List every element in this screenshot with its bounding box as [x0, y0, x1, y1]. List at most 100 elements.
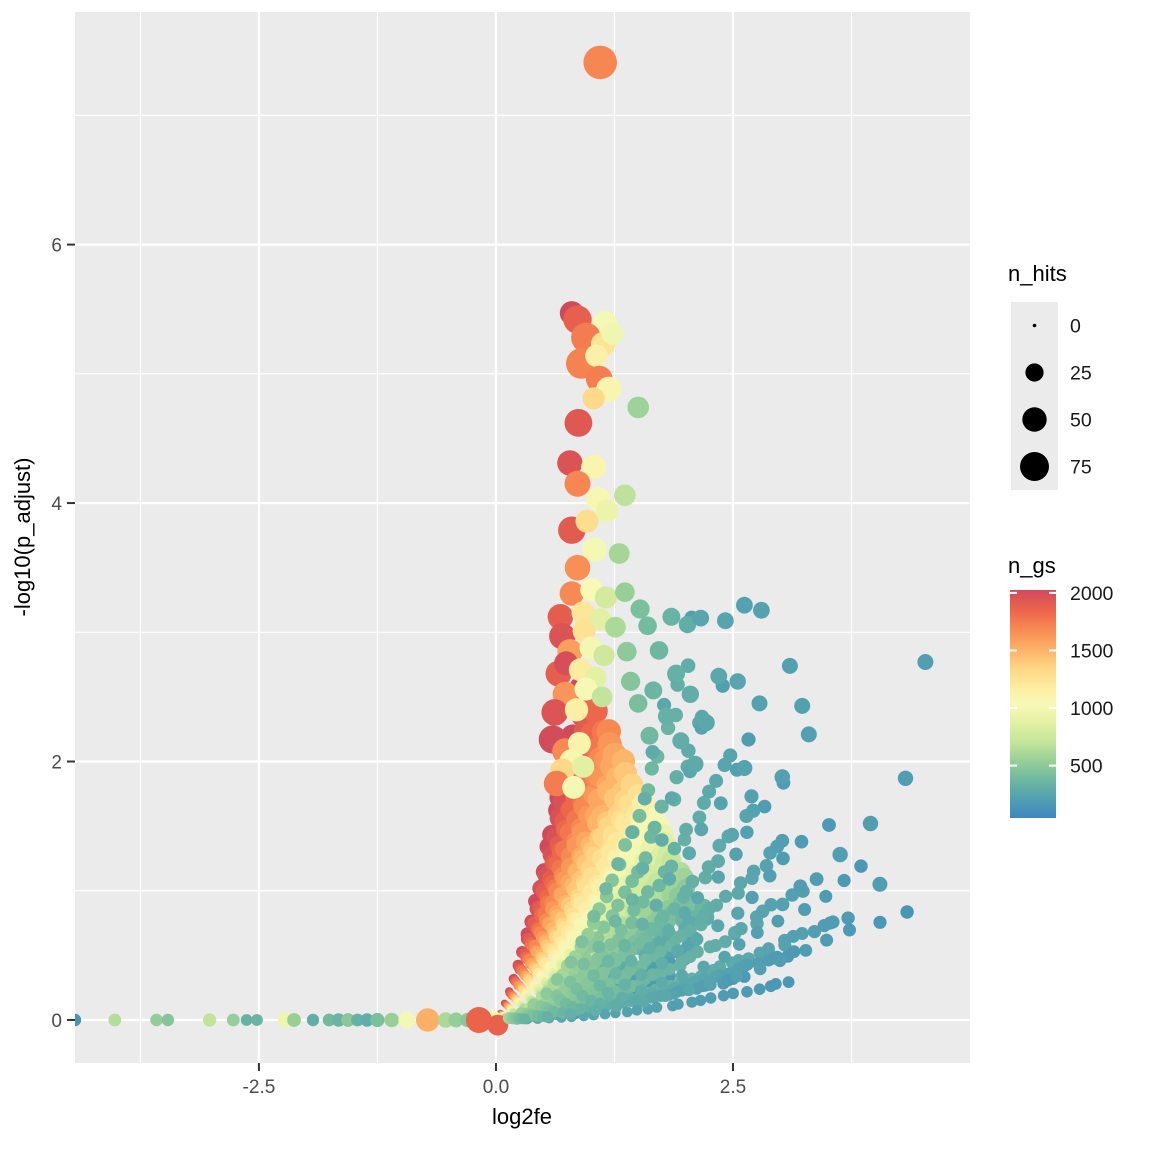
- data-point: [655, 957, 669, 970]
- data-point: [773, 954, 787, 968]
- data-point: [837, 873, 851, 888]
- data-point: [662, 872, 677, 886]
- data-point: [741, 986, 753, 998]
- data-point: [664, 859, 679, 874]
- data-point: [550, 973, 564, 986]
- data-point: [841, 911, 855, 925]
- color-legend-title: n_gs: [1008, 553, 1056, 578]
- data-point: [226, 1013, 240, 1027]
- data-point: [611, 857, 625, 871]
- data-point: [616, 991, 628, 1004]
- data-point: [683, 924, 697, 938]
- data-point: [794, 834, 809, 849]
- data-point: [625, 954, 638, 968]
- data-point: [593, 979, 607, 992]
- data-point: [662, 607, 681, 626]
- data-point: [671, 944, 684, 958]
- data-point: [798, 903, 812, 916]
- data-point: [659, 990, 672, 1002]
- data-point: [582, 387, 605, 410]
- y-tick-label: 0: [51, 1011, 62, 1032]
- data-point: [572, 755, 595, 778]
- data-point: [740, 958, 754, 971]
- data-point: [662, 924, 675, 938]
- data-point: [635, 917, 649, 931]
- data-point: [641, 885, 655, 899]
- data-point: [465, 1007, 492, 1033]
- data-point: [820, 933, 834, 947]
- data-point: [787, 945, 801, 959]
- data-point: [621, 1006, 633, 1018]
- data-point: [608, 543, 630, 564]
- data-point: [655, 833, 669, 847]
- data-point: [745, 890, 759, 905]
- data-point: [819, 889, 833, 903]
- data-point: [713, 796, 728, 811]
- data-point: [322, 1013, 336, 1027]
- data-point: [809, 872, 824, 886]
- color-legend-label: 500: [1070, 756, 1103, 778]
- data-point: [709, 773, 724, 788]
- plot-panel: [75, 12, 970, 1063]
- data-point: [625, 893, 640, 907]
- data-point: [637, 996, 650, 1008]
- data-point: [644, 761, 659, 776]
- data-point: [635, 861, 650, 875]
- data-point: [656, 909, 670, 923]
- panel-background: [75, 12, 970, 1063]
- data-point: [873, 915, 887, 929]
- data-point: [826, 915, 840, 929]
- data-point: [398, 1011, 416, 1029]
- data-point: [757, 799, 772, 814]
- data-point: [900, 905, 914, 919]
- data-point: [733, 876, 748, 890]
- data-point: [621, 671, 641, 692]
- data-point: [540, 987, 553, 1000]
- data-point: [630, 599, 650, 619]
- data-point: [843, 923, 856, 937]
- data-point: [618, 838, 632, 852]
- data-point: [698, 714, 715, 732]
- data-point: [740, 825, 754, 839]
- data-point: [605, 616, 626, 638]
- data-point: [564, 955, 578, 969]
- data-point: [649, 641, 669, 660]
- data-point: [448, 1012, 464, 1028]
- data-point: [657, 707, 676, 725]
- data-point: [571, 601, 595, 625]
- data-point: [771, 914, 785, 928]
- data-point: [712, 838, 727, 853]
- data-point: [897, 770, 914, 786]
- data-point: [694, 994, 707, 1007]
- data-point: [691, 891, 705, 905]
- data-point: [685, 874, 700, 889]
- data-point: [746, 803, 761, 818]
- data-point: [679, 822, 693, 837]
- data-point: [782, 976, 795, 988]
- data-point: [672, 998, 684, 1010]
- data-point: [723, 748, 738, 763]
- data-point: [575, 1003, 587, 1015]
- data-point: [564, 1008, 576, 1020]
- data-point: [655, 976, 668, 989]
- data-point: [734, 922, 748, 936]
- data-point: [667, 902, 682, 916]
- data-point: [731, 906, 745, 920]
- data-point: [711, 919, 725, 933]
- data-point: [638, 616, 657, 636]
- y-tick-label: 6: [51, 236, 62, 257]
- data-point: [872, 876, 888, 892]
- data-point: [370, 1012, 385, 1028]
- data-point: [753, 962, 767, 976]
- data-point: [601, 322, 624, 345]
- data-point: [564, 409, 593, 437]
- data-point: [669, 770, 684, 785]
- data-point: [719, 889, 733, 903]
- data-point: [601, 954, 615, 968]
- data-point: [762, 942, 775, 956]
- data-point: [331, 1013, 346, 1027]
- data-point: [564, 470, 591, 497]
- data-point: [769, 978, 782, 990]
- data-point: [692, 609, 710, 627]
